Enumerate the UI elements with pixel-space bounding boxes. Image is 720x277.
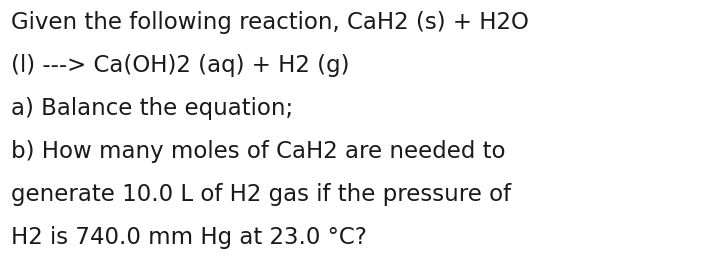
Text: (l) ---> Ca(OH)2 (aq) + H2 (g): (l) ---> Ca(OH)2 (aq) + H2 (g) bbox=[11, 54, 349, 77]
Text: Given the following reaction, CaH2 (s) + H2O: Given the following reaction, CaH2 (s) +… bbox=[11, 11, 528, 34]
Text: generate 10.0 L of H2 gas if the pressure of: generate 10.0 L of H2 gas if the pressur… bbox=[11, 183, 511, 206]
Text: b) How many moles of CaH2 are needed to: b) How many moles of CaH2 are needed to bbox=[11, 140, 505, 163]
Text: a) Balance the equation;: a) Balance the equation; bbox=[11, 97, 293, 120]
Text: H2 is 740.0 mm Hg at 23.0 °C?: H2 is 740.0 mm Hg at 23.0 °C? bbox=[11, 226, 366, 249]
